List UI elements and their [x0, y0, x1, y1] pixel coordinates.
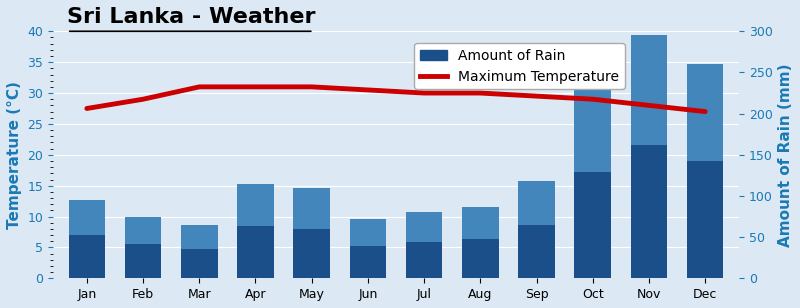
Bar [574, 85, 611, 278]
Bar [181, 225, 218, 278]
Bar [687, 64, 723, 160]
Bar [406, 213, 442, 242]
Bar [630, 35, 667, 278]
Y-axis label: Amount of Rain (mm): Amount of Rain (mm) [778, 63, 793, 247]
Legend: Amount of Rain, Maximum Temperature: Amount of Rain, Maximum Temperature [414, 43, 625, 89]
Bar [518, 181, 555, 225]
Bar [630, 35, 667, 145]
Bar [69, 200, 105, 278]
Bar [237, 184, 274, 278]
Bar [350, 219, 386, 278]
Bar [462, 207, 498, 239]
Bar [125, 217, 162, 244]
Bar [350, 219, 386, 246]
Bar [574, 85, 611, 172]
Bar [687, 64, 723, 278]
Bar [181, 225, 218, 249]
Bar [406, 213, 442, 278]
Bar [125, 217, 162, 278]
Bar [294, 188, 330, 229]
Bar [69, 200, 105, 235]
Bar [237, 184, 274, 226]
Text: Sri Lanka - Weather: Sri Lanka - Weather [67, 7, 315, 27]
Bar [294, 188, 330, 278]
Bar [518, 181, 555, 278]
Bar [462, 207, 498, 278]
Y-axis label: Temperature (°C): Temperature (°C) [7, 81, 22, 229]
